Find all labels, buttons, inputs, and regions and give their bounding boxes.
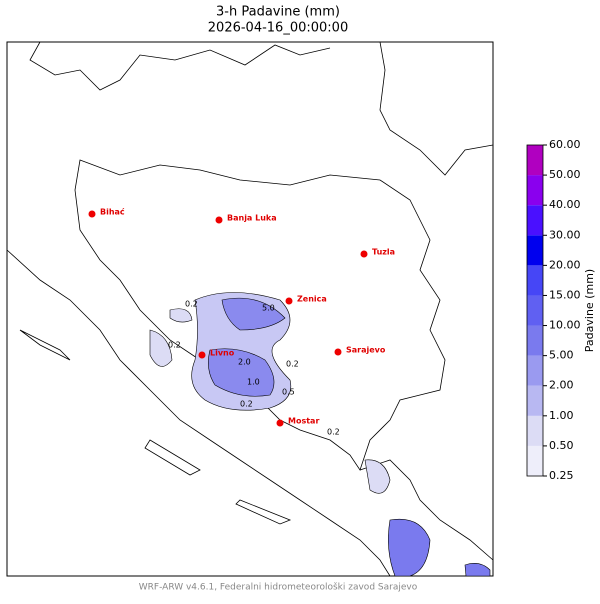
colorbar-tick-label: 40.00 [549, 198, 581, 211]
city-marker [88, 210, 96, 218]
precip-area [388, 518, 491, 577]
colorbar-label: Padavine (mm) [583, 269, 596, 352]
colorbar-tick-label: 0.25 [549, 469, 574, 482]
city-marker [334, 348, 342, 356]
colorbar-segment [527, 235, 543, 266]
colorbar-tick-label: 15.00 [549, 288, 581, 301]
city-label: Mostar [288, 417, 319, 426]
contour-label: 0.2 [168, 341, 181, 350]
contour-label: 5.0 [262, 304, 275, 313]
colorbar-tick-label: 60.00 [549, 138, 581, 151]
colorbar-segment [527, 145, 543, 176]
island [19, 329, 292, 525]
colorbar-tick-label: 2.00 [549, 379, 574, 392]
border [359, 459, 494, 561]
title: 3-h Padavine (mm) [216, 5, 340, 20]
city-marker [285, 297, 293, 305]
colorbar-tick-label: 50.00 [549, 168, 581, 181]
city-label: Tuzla [372, 248, 395, 257]
footer: WRF-ARW v4.6.1, Federalni hidrometeorolo… [139, 582, 418, 593]
colorbar-segment [527, 355, 543, 386]
contour-label: 2.0 [238, 358, 251, 367]
city-label: Sarajevo [346, 346, 386, 355]
city-marker [360, 250, 368, 258]
colorbar-segment [527, 205, 543, 236]
subtitle: 2026-04-16_00:00:00 [208, 21, 348, 36]
colorbar-segment [527, 265, 543, 296]
colorbar-tick-label: 1.00 [549, 409, 574, 422]
city-marker [215, 216, 223, 224]
colorbar-tick-label: 20.00 [549, 258, 581, 271]
colorbar-segment [527, 325, 543, 356]
city-marker [276, 419, 284, 427]
contour-label: 0.2 [286, 360, 299, 369]
border [29, 41, 494, 176]
contour-label: 0.2 [185, 300, 198, 309]
city-label: Banja Luka [227, 214, 277, 223]
precip-area [208, 297, 286, 397]
colorbar-segment [527, 445, 543, 476]
colorbar-tick-label: 10.00 [549, 319, 581, 332]
precip-area [149, 308, 391, 494]
contour-label: 0.5 [282, 388, 295, 397]
colorbar-frame [526, 144, 544, 477]
colorbar-segment [527, 415, 543, 446]
map [6, 41, 494, 577]
contour-label: 0.2 [240, 400, 253, 409]
city-label: Zenica [297, 295, 327, 304]
city-label: Bihać [100, 207, 125, 217]
colorbar-tick-label: 30.00 [549, 228, 581, 241]
coastline [6, 249, 391, 577]
city-marker [198, 351, 206, 359]
colorbar-segment [527, 385, 543, 416]
border [74, 159, 446, 471]
colorbar-segment [527, 175, 543, 206]
colorbar-tick-label: 5.00 [549, 349, 574, 362]
colorbar-tick-label: 0.50 [549, 439, 574, 452]
contour-label: 1.0 [247, 378, 260, 387]
colorbar-segment [527, 295, 543, 326]
city-label: Livno [210, 349, 235, 358]
contour-label: 0.2 [327, 428, 340, 437]
